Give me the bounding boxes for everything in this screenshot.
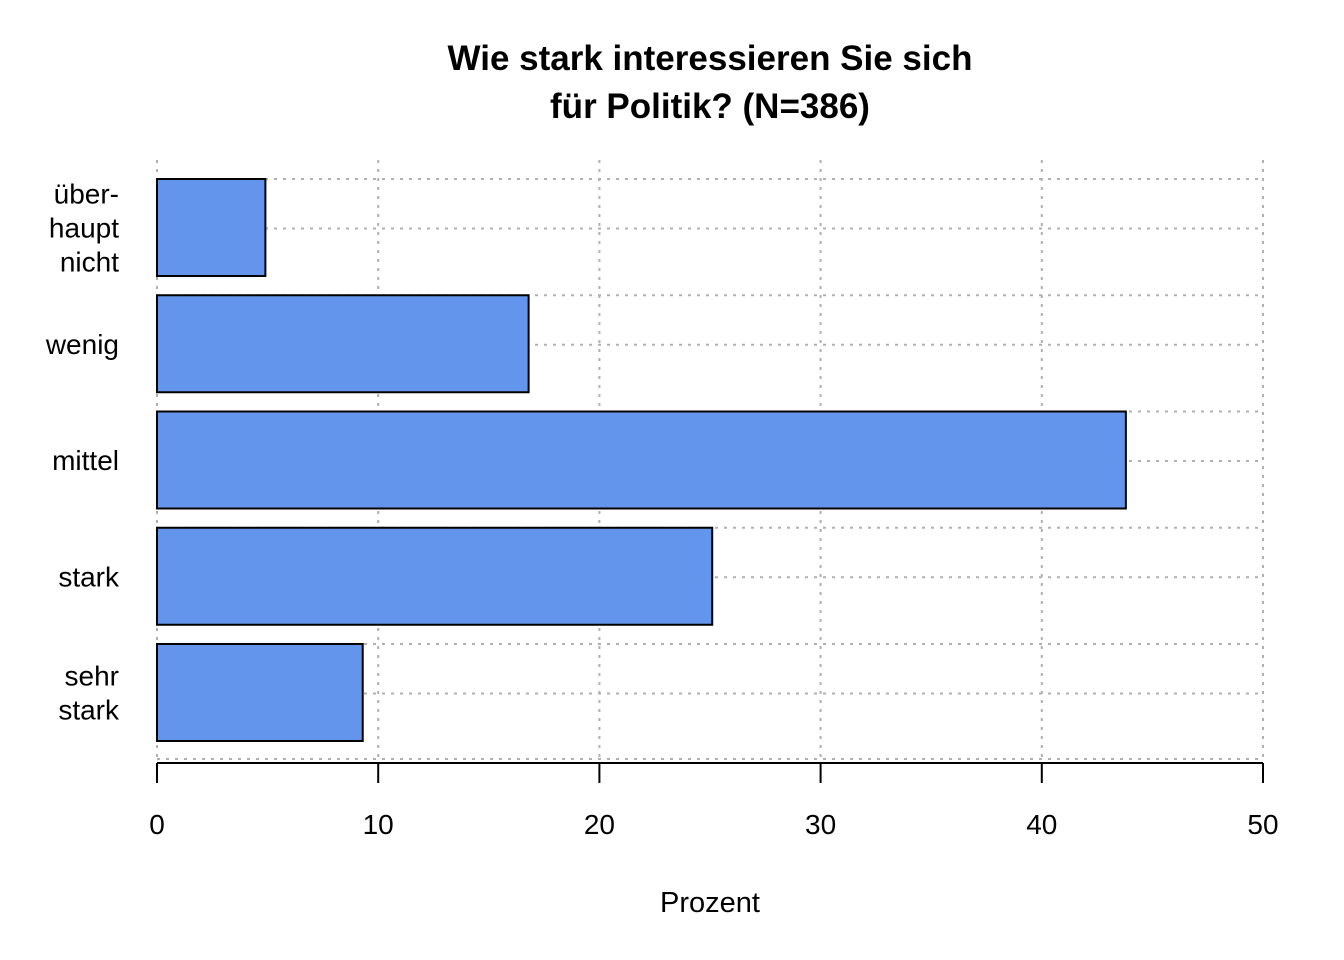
- category-label-line: stark: [58, 561, 120, 592]
- category-label: stark: [58, 561, 120, 592]
- category-label-line: haupt: [49, 213, 119, 244]
- title-line: Wie stark interessieren Sie sich: [448, 39, 973, 78]
- category-label: wenig: [45, 329, 119, 360]
- category-label-line: über-: [54, 179, 119, 210]
- category-label: über-haupt nicht: [49, 179, 119, 278]
- bars: [156, 178, 1127, 742]
- bar: [156, 643, 364, 742]
- category-label-line: sehr: [65, 661, 119, 692]
- x-tick-label: 30: [805, 809, 836, 840]
- x-tick-label: 0: [149, 809, 165, 840]
- category-label: sehr stark: [58, 661, 120, 726]
- bar: [156, 294, 530, 394]
- bar: [156, 178, 267, 277]
- x-tick-label: 40: [1026, 809, 1057, 840]
- bar: [156, 410, 1127, 510]
- category-label-line: mittel: [52, 445, 119, 476]
- category-label-line: stark: [58, 695, 120, 726]
- category-label-line: nicht: [60, 247, 119, 278]
- x-tick-label: 10: [363, 809, 394, 840]
- category-label-line: wenig: [45, 329, 119, 360]
- x-axis: 0 10 20 30 40 50: [149, 762, 1279, 840]
- title-line: für Politik? (N=386): [550, 87, 870, 126]
- x-tick-label: 20: [584, 809, 615, 840]
- bar: [156, 526, 714, 626]
- x-axis-label: Prozent: [660, 887, 760, 919]
- chart-title: Wie stark interessieren Sie sich für Poli…: [448, 39, 973, 126]
- category-label: mittel: [52, 445, 119, 476]
- x-tick-label: 50: [1247, 809, 1278, 840]
